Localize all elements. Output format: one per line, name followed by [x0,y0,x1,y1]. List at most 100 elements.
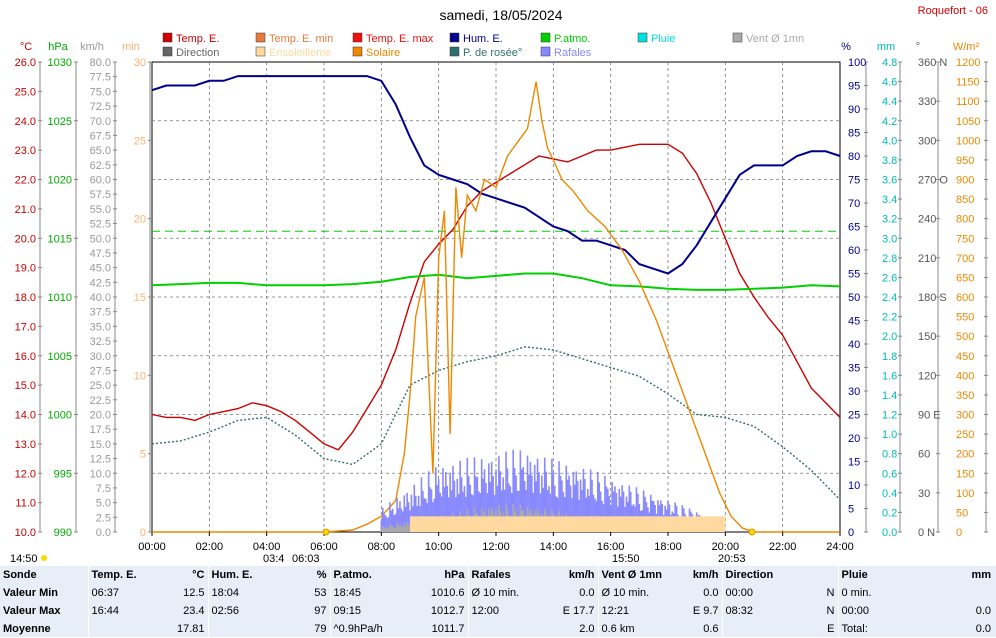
tick-sun_min: 0 [140,527,146,539]
tick-dir: 240 [918,214,936,226]
legend-label: Rafales [554,47,592,59]
tick-rain: 3.2 [882,214,897,226]
legend-label: P. de rosée° [463,47,522,59]
tick-temp: 25.0 [15,86,36,98]
tick-wind: 40.0 [90,292,111,304]
legend-label: Ensoleilleme [269,47,331,59]
tick-temp: 14.0 [15,410,36,422]
tick-wind: 17.5 [90,424,111,436]
tick-rain: 4.2 [882,116,897,128]
tick-wind: 75.0 [90,86,111,98]
axes: 26.0 25.0 24.0 23.0 22.0 21.0 20.0 19.0 18.0 17.0… [15,57,988,539]
table-cell: Moyenne [3,623,51,635]
tick-rain: 0.2 [882,507,897,519]
tick-rain: 1.4 [882,390,897,402]
tick-dir: 120 [918,370,936,382]
unit-dir: ° [916,41,920,53]
tick-dir: 210 [918,253,936,265]
table-cell: Valeur Min [3,587,59,599]
tick-dir: 330 [918,96,936,108]
axis-unit-labels: °C hPa km/h min % mm ° W/m² [20,41,980,53]
tick-sun_min: 20 [134,214,146,226]
tick-hum: 50 [848,292,860,304]
tick-wind: 77.5 [90,72,111,84]
table-cell: 1012.7 [430,605,465,617]
table-cell: 1011.7 [431,623,465,635]
tick-hum: 65 [848,222,860,234]
tick-rain: 3.8 [882,155,897,167]
tick-rain: 4.0 [882,135,897,147]
tick-solar: 0 [956,527,962,539]
table-header-cell: % [316,569,327,581]
tick-temp: 26.0 [15,57,36,69]
tick-solar: 700 [956,253,974,265]
station-name: Roquefort - 06 [918,5,988,17]
tick-rain: 0.4 [882,488,897,500]
tick-rain: 1.6 [882,370,897,382]
tick-dir: 150 [918,331,936,343]
table-header-cell: Hum. E. [207,566,278,584]
table-cell [721,620,802,638]
table-cell: 08:32 [721,602,802,620]
tick-wind: 42.5 [90,277,111,289]
table-cell: 18:04 [207,584,278,602]
table-header-cell: Temp. E. [87,566,150,584]
tick-press: 1015 [48,233,72,245]
tick-rain: 0.0 [882,527,897,539]
legend-label: Hum. E. [463,33,503,45]
tick-sun_min: 5 [140,449,146,461]
tick-rain: 2.2 [882,312,897,324]
legend-label: P.atmo. [554,33,591,45]
tick-solar: 50 [956,507,968,519]
tick-hum: 100 [848,57,866,69]
tick-rain: 2.8 [882,253,897,265]
table-cell: 0.0 [703,587,719,599]
unit-wind: km/h [80,41,104,53]
tick-sun_min: 25 [134,135,146,147]
sunset-marker [748,528,756,536]
x-tick-label: 10:00 [425,541,453,553]
tick-wind: 50.0 [90,233,111,245]
x-tick-label: 08:00 [368,541,396,553]
tick-rain: 4.4 [882,96,897,108]
table-cell: Valeur Max [3,605,61,617]
tick-temp: 19.0 [15,263,36,275]
annot-moon-set: 15:50 [612,553,640,565]
table-cell: 0.0 [975,605,991,617]
tick-rain: 0.8 [882,449,897,461]
tick-sun_min: 10 [134,370,146,382]
tick-wind: 7.5 [96,483,111,495]
tick-wind: 15.0 [90,439,111,451]
sunrise-time: 06:03 [292,553,320,565]
tick-hum: 35 [848,363,860,375]
tick-wind: 52.5 [90,219,111,231]
tick-hum: 40 [848,339,860,351]
table-cell: 16:44 [87,602,150,620]
legend-swatch [637,32,648,43]
tick-hum: 70 [848,198,860,210]
table-cell: N [826,605,835,617]
tick-rain: 3.0 [882,233,897,245]
table-cell: E 9.7 [692,605,719,617]
tick-solar: 450 [956,351,974,363]
tick-rain: 0.6 [882,468,897,480]
table-row: Valeur Min 06:37 12.5 18:04 53 18:45 1010.6 Ø 1… [0,584,994,602]
tick-dir: 60 [918,449,930,461]
tick-rain: 1.8 [882,351,897,363]
bar-ensoleilleme [410,516,726,532]
tick-hum: 90 [848,104,860,116]
table-cell: 09:15 [329,602,402,620]
tick-press: 990 [54,527,72,539]
tick-wind: 57.5 [90,189,111,201]
tick-wind: 80.0 [90,57,111,69]
table-header-cell: °C [192,569,205,581]
tick-temp: 12.0 [15,468,36,480]
annot-left-marker [41,555,47,561]
tick-wind: 5.0 [96,498,111,510]
tick-dir: 180 S [918,292,947,304]
table-cell: 00:00 [837,602,908,620]
table-cell: Ø 10 min. [597,584,666,602]
tick-solar: 350 [956,390,974,402]
tick-press: 1020 [48,175,72,187]
tick-hum: 0 [848,527,854,539]
